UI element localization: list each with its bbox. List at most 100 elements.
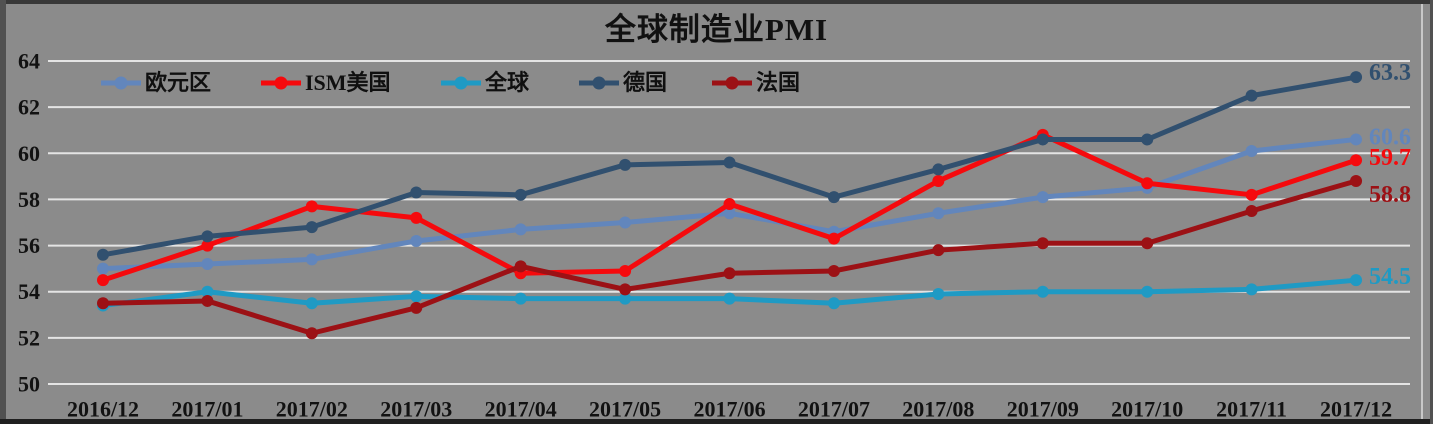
series-point-germany — [97, 248, 109, 261]
series-point-france — [1350, 174, 1363, 187]
series-point-global — [932, 288, 945, 301]
legend-item-germany: 德国 — [579, 70, 667, 95]
series-point-germany — [1141, 133, 1154, 146]
x-axis-category-label: 2017/01 — [171, 397, 243, 422]
series-end-label-germany: 63.3 — [1369, 60, 1411, 86]
frame-bottom-edge — [0, 419, 1433, 424]
series-point-france — [1141, 237, 1154, 250]
x-axis-category-label: 2017/03 — [380, 397, 452, 422]
frame-right-edge — [1430, 0, 1433, 424]
legend-marker-ism-us — [261, 76, 301, 89]
series-point-france — [201, 294, 214, 307]
legend-label-ism-us: ISM美国 — [305, 70, 391, 95]
y-axis-tick-label: 60 — [18, 141, 40, 166]
y-axis-tick-label: 56 — [18, 233, 40, 258]
series-point-eurozone — [97, 262, 109, 275]
legend-label-france: 法国 — [756, 70, 801, 95]
series-point-france — [97, 297, 109, 310]
series-point-global — [1245, 283, 1258, 296]
series-point-ism-us — [1245, 188, 1258, 201]
series-point-global — [410, 290, 423, 303]
legend-label-global: 全球 — [485, 70, 530, 95]
series-point-global — [619, 292, 632, 305]
series-point-france — [932, 244, 945, 257]
legend-marker-germany — [579, 76, 619, 89]
x-axis-category-label: 2017/11 — [1216, 397, 1287, 422]
series-point-ism-us — [619, 264, 632, 277]
series-point-ism-us — [1141, 177, 1154, 190]
series-point-eurozone — [723, 207, 736, 220]
series-point-global — [723, 292, 736, 305]
y-axis-tick-label: 52 — [18, 325, 40, 350]
series-end-label-global: 54.5 — [1369, 264, 1411, 290]
series-point-france — [723, 267, 736, 280]
series-point-germany — [305, 221, 318, 234]
series-point-germany — [514, 188, 527, 201]
series-point-germany — [932, 163, 945, 176]
series-point-ism-us — [201, 239, 214, 252]
series-point-ism-us — [305, 200, 318, 213]
series-point-france — [827, 264, 840, 277]
series-point-eurozone — [305, 253, 318, 266]
legend-item-global: 全球 — [441, 70, 529, 95]
series-point-eurozone — [1350, 133, 1363, 146]
series-point-eurozone — [619, 216, 632, 229]
series-point-france — [1245, 204, 1258, 217]
series-point-germany — [827, 191, 840, 204]
series-point-eurozone — [201, 258, 214, 271]
x-axis-category-label: 2017/02 — [276, 397, 348, 422]
x-axis-category-label: 2017/08 — [902, 397, 974, 422]
x-axis-category-label: 2017/05 — [589, 397, 661, 422]
series-point-germany — [1350, 71, 1363, 84]
series-point-global — [1036, 285, 1049, 298]
y-axis-tick-label: 62 — [18, 95, 40, 120]
x-axis-category-label: 2017/04 — [485, 397, 557, 422]
legend-marker-global — [441, 76, 481, 89]
legend-label-eurozone: 欧元区 — [145, 70, 212, 95]
series-end-label-eurozone: 60.6 — [1369, 124, 1411, 150]
series-point-france — [1036, 237, 1049, 250]
series-point-france — [619, 283, 632, 296]
chart-title: 全球制造业PMI — [604, 12, 829, 47]
series-point-germany — [619, 158, 632, 171]
series-point-ism-us — [1350, 154, 1363, 167]
series-point-ism-us — [410, 211, 423, 224]
series-point-eurozone — [514, 223, 527, 236]
series-point-germany — [1245, 89, 1258, 102]
series-point-eurozone — [1036, 191, 1049, 204]
series-point-eurozone — [932, 207, 945, 220]
series-point-ism-us — [723, 198, 736, 211]
x-axis-category-label: 2017/06 — [693, 397, 765, 422]
series-point-eurozone — [410, 234, 423, 247]
series-point-eurozone — [1245, 144, 1258, 157]
frame-left-edge — [0, 0, 6, 424]
series-point-global — [1141, 285, 1154, 298]
x-axis-category-label: 2017/09 — [1007, 397, 1079, 422]
series-point-global — [305, 297, 318, 310]
series-point-global — [827, 297, 840, 310]
legend-marker-eurozone — [101, 76, 141, 89]
series-end-label-ism-us: 59.7 — [1369, 145, 1411, 171]
series-point-germany — [410, 186, 423, 199]
series-point-ism-us — [932, 174, 945, 187]
y-axis-tick-label: 58 — [18, 187, 40, 212]
legend-item-eurozone: 欧元区 — [101, 70, 211, 95]
series-point-france — [410, 301, 423, 314]
y-axis-tick-label: 64 — [18, 49, 40, 74]
legend-item-ism-us: ISM美国 — [261, 70, 391, 95]
series-point-germany — [723, 156, 736, 169]
legend-label-germany: 德国 — [623, 70, 668, 95]
series-point-germany — [1036, 133, 1049, 146]
series-point-global — [201, 285, 214, 298]
series-point-global — [1350, 274, 1363, 287]
frame-top-edge — [0, 0, 1433, 4]
y-axis-tick-label: 50 — [18, 372, 40, 397]
series-point-ism-us — [97, 274, 109, 287]
series-point-france — [514, 260, 527, 273]
y-axis-tick-label: 54 — [18, 279, 40, 304]
series-point-germany — [201, 230, 214, 243]
series-point-ism-us — [827, 232, 840, 245]
series-point-france — [305, 327, 318, 340]
